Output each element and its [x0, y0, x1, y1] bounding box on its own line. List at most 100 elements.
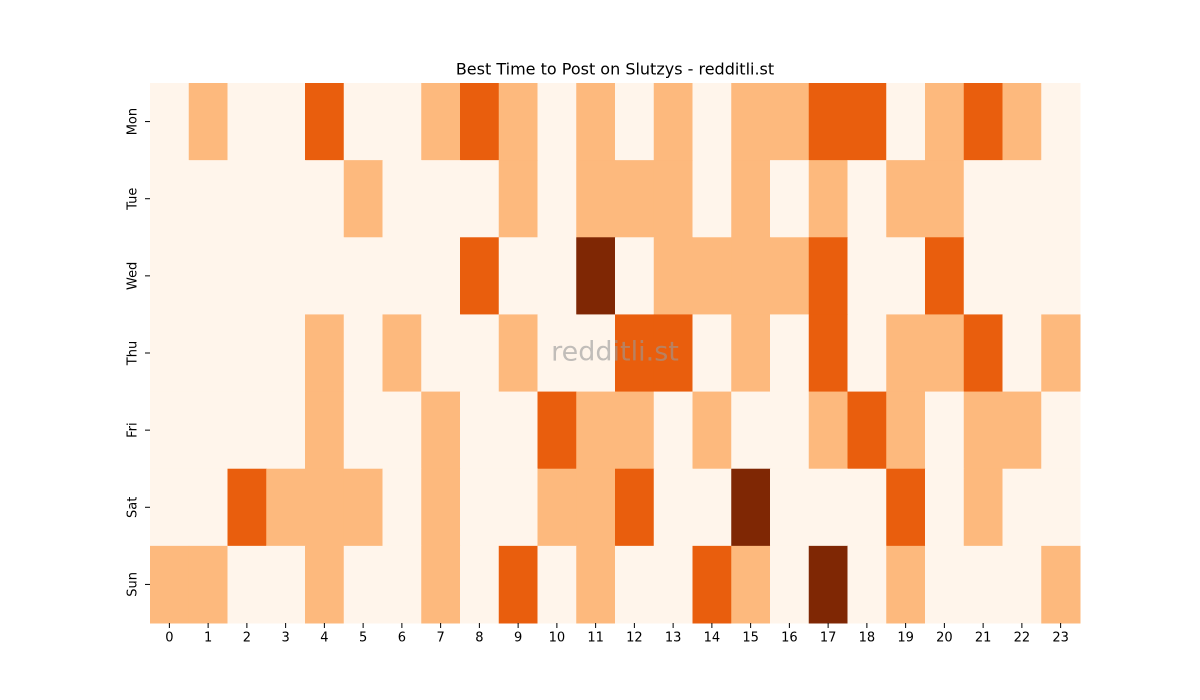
- heatmap-cell: [421, 83, 461, 161]
- heatmap-cell: [150, 468, 190, 547]
- heatmap-cell: [1041, 391, 1081, 470]
- heatmap-cell: [188, 468, 228, 547]
- heatmap-cell: [537, 545, 577, 624]
- heatmap-cell: [266, 237, 306, 315]
- x-tick-label: 1: [204, 631, 212, 646]
- heatmap-cell: [925, 468, 965, 547]
- heatmap-cell: [886, 314, 926, 393]
- heatmap-cell: [382, 160, 422, 238]
- x-tick-label: 6: [398, 631, 406, 646]
- heatmap-cell: [653, 160, 693, 238]
- heatmap-cell: [615, 468, 655, 547]
- heatmap-cell: [615, 237, 655, 315]
- heatmap-cell: [343, 237, 383, 315]
- heatmap-cell: [963, 314, 1003, 393]
- heatmap-cell: [227, 468, 267, 547]
- heatmap-cell: [1002, 314, 1042, 393]
- heatmap-cell: [266, 391, 306, 470]
- heatmap-cell: [150, 545, 190, 624]
- heatmap-cell: [460, 545, 500, 624]
- heatmap-cell: [692, 314, 732, 393]
- x-tick-label: 0: [165, 631, 173, 646]
- heatmap-cell: [770, 160, 810, 238]
- heatmap-cell: [770, 314, 810, 393]
- heatmap-cell: [1041, 160, 1081, 238]
- x-tick-label: 12: [626, 631, 643, 646]
- heatmap-cell: [847, 160, 887, 238]
- heatmap-cell: [731, 314, 771, 393]
- heatmap-cell: [1041, 237, 1081, 315]
- heatmap-cell: [1002, 83, 1042, 161]
- heatmap-cell: [847, 468, 887, 547]
- heatmap-cell: [1002, 468, 1042, 547]
- heatmap-cell: [653, 83, 693, 161]
- heatmap-cell: [343, 83, 383, 161]
- heatmap-cell: [731, 160, 771, 238]
- x-tick-label: 23: [1052, 631, 1069, 646]
- heatmap-cell: [460, 391, 500, 470]
- heatmap-cell: [305, 314, 345, 393]
- heatmap-cell: [692, 468, 732, 547]
- x-tick-label: 8: [475, 631, 483, 646]
- heatmap-cell: [653, 391, 693, 470]
- x-tick-label: 22: [1014, 631, 1031, 646]
- heatmap-cell: [963, 237, 1003, 315]
- heatmap-cell: [382, 545, 422, 624]
- heatmap-cell: [343, 545, 383, 624]
- heatmap-cell: [421, 468, 461, 547]
- heatmap-cell: [266, 83, 306, 161]
- heatmap-cell: [847, 314, 887, 393]
- heatmap-cell: [1002, 391, 1042, 470]
- heatmap-cell: [382, 237, 422, 315]
- heatmap-cell: [770, 391, 810, 470]
- heatmap-cell: [808, 83, 848, 161]
- heatmap-cell: [615, 160, 655, 238]
- watermark: redditli.st: [551, 337, 679, 368]
- heatmap-cell: [886, 545, 926, 624]
- x-tick-label: 4: [320, 631, 328, 646]
- heatmap-cell: [925, 391, 965, 470]
- heatmap-cell: [150, 314, 190, 393]
- heatmap-cell: [188, 314, 228, 393]
- heatmap-cell: [498, 468, 538, 547]
- heatmap-cell: [498, 237, 538, 315]
- heatmap-cell: [227, 237, 267, 315]
- y-tick-label: Fri: [126, 422, 141, 438]
- heatmap-cell: [188, 83, 228, 161]
- x-tick-label: 14: [704, 631, 721, 646]
- x-tick-label: 2: [243, 631, 251, 646]
- heatmap-cell: [615, 545, 655, 624]
- heatmap-cells: [150, 83, 1081, 624]
- heatmap-cell: [808, 314, 848, 393]
- y-tick-label: Sun: [126, 572, 141, 597]
- heatmap-cell: [498, 160, 538, 238]
- heatmap-cell: [188, 160, 228, 238]
- heatmap-cell: [150, 237, 190, 315]
- heatmap-cell: [576, 237, 616, 315]
- heatmap-cell: [576, 545, 616, 624]
- heatmap-cell: [343, 391, 383, 470]
- heatmap-cell: [382, 83, 422, 161]
- heatmap-cell: [537, 468, 577, 547]
- heatmap-cell: [460, 237, 500, 315]
- heatmap-cell: [847, 545, 887, 624]
- heatmap-cell: [653, 314, 693, 393]
- heatmap-cell: [460, 83, 500, 161]
- heatmap-cell: [305, 545, 345, 624]
- x-tick-label: 17: [820, 631, 837, 646]
- heatmap-cell: [847, 391, 887, 470]
- heatmap-cell: [1041, 545, 1081, 624]
- heatmap-cell: [1041, 468, 1081, 547]
- heatmap-cell: [1002, 545, 1042, 624]
- heatmap-cell: [382, 314, 422, 393]
- heatmap-cell: [770, 83, 810, 161]
- heatmap-cell: [963, 391, 1003, 470]
- heatmap-cell: [460, 468, 500, 547]
- heatmap-cell: [382, 391, 422, 470]
- heatmap-cell: [692, 237, 732, 315]
- heatmap-cell: [227, 391, 267, 470]
- heatmap-cell: [576, 391, 616, 470]
- x-tick-label: 3: [281, 631, 289, 646]
